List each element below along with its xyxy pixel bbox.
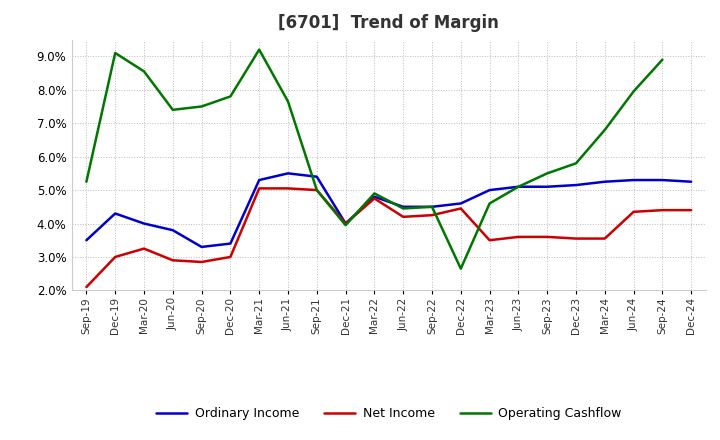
Line: Net Income: Net Income <box>86 188 691 287</box>
Net Income <box>140 246 148 251</box>
Ordinary Income <box>312 174 321 180</box>
Operating Cashflow <box>341 223 350 228</box>
Ordinary Income <box>687 179 696 184</box>
Ordinary Income <box>629 177 638 183</box>
Ordinary Income <box>255 177 264 183</box>
Operating Cashflow <box>658 57 667 62</box>
Operating Cashflow <box>82 179 91 184</box>
Operating Cashflow <box>543 171 552 176</box>
Net Income <box>370 196 379 201</box>
Ordinary Income <box>140 221 148 226</box>
Net Income <box>428 213 436 218</box>
Operating Cashflow <box>600 127 609 132</box>
Ordinary Income <box>428 204 436 209</box>
Ordinary Income <box>197 244 206 249</box>
Operating Cashflow <box>284 99 292 104</box>
Ordinary Income <box>514 184 523 189</box>
Operating Cashflow <box>168 107 177 113</box>
Ordinary Income <box>543 184 552 189</box>
Net Income <box>485 238 494 243</box>
Net Income <box>600 236 609 241</box>
Net Income <box>111 254 120 260</box>
Line: Operating Cashflow: Operating Cashflow <box>86 50 662 269</box>
Ordinary Income <box>399 204 408 209</box>
Ordinary Income <box>600 179 609 184</box>
Ordinary Income <box>168 227 177 233</box>
Net Income <box>255 186 264 191</box>
Operating Cashflow <box>514 184 523 189</box>
Ordinary Income <box>456 201 465 206</box>
Net Income <box>197 259 206 264</box>
Net Income <box>687 208 696 213</box>
Operating Cashflow <box>370 191 379 196</box>
Operating Cashflow <box>572 161 580 166</box>
Ordinary Income <box>226 241 235 246</box>
Title: [6701]  Trend of Margin: [6701] Trend of Margin <box>279 15 499 33</box>
Net Income <box>399 214 408 220</box>
Net Income <box>658 208 667 213</box>
Line: Ordinary Income: Ordinary Income <box>86 173 691 247</box>
Ordinary Income <box>658 177 667 183</box>
Net Income <box>284 186 292 191</box>
Operating Cashflow <box>226 94 235 99</box>
Operating Cashflow <box>312 187 321 193</box>
Net Income <box>82 284 91 290</box>
Net Income <box>168 258 177 263</box>
Ordinary Income <box>284 171 292 176</box>
Net Income <box>456 206 465 211</box>
Net Income <box>514 234 523 239</box>
Operating Cashflow <box>197 104 206 109</box>
Net Income <box>226 254 235 260</box>
Ordinary Income <box>82 238 91 243</box>
Operating Cashflow <box>629 89 638 94</box>
Net Income <box>543 234 552 239</box>
Operating Cashflow <box>399 206 408 211</box>
Operating Cashflow <box>111 50 120 55</box>
Operating Cashflow <box>140 69 148 74</box>
Operating Cashflow <box>456 266 465 271</box>
Net Income <box>629 209 638 214</box>
Net Income <box>572 236 580 241</box>
Ordinary Income <box>485 187 494 193</box>
Operating Cashflow <box>428 204 436 209</box>
Operating Cashflow <box>255 47 264 52</box>
Ordinary Income <box>111 211 120 216</box>
Operating Cashflow <box>485 201 494 206</box>
Legend: Ordinary Income, Net Income, Operating Cashflow: Ordinary Income, Net Income, Operating C… <box>150 402 627 425</box>
Ordinary Income <box>370 194 379 199</box>
Net Income <box>312 187 321 193</box>
Ordinary Income <box>572 183 580 188</box>
Ordinary Income <box>341 221 350 226</box>
Net Income <box>341 221 350 226</box>
